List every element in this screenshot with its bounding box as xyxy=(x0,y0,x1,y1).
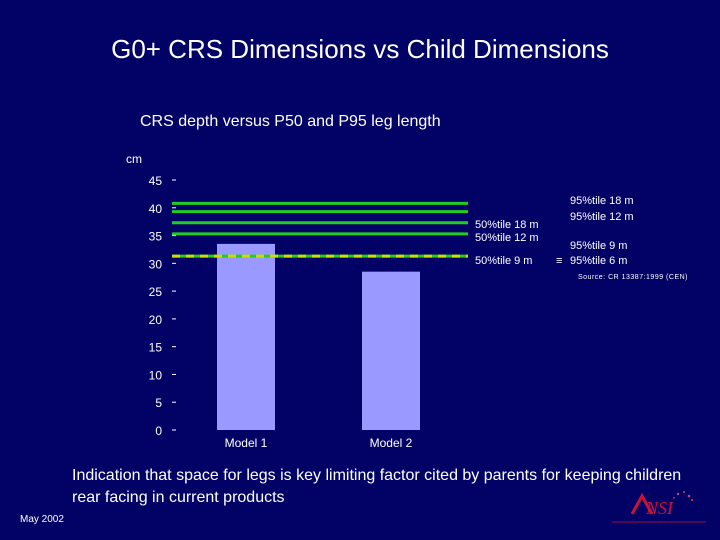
slide-title: G0+ CRS Dimensions vs Child Dimensions xyxy=(111,34,609,64)
y-tick-label: 25 xyxy=(149,285,163,299)
annotation-p95-9m: 95%tile 9 m xyxy=(570,240,628,252)
anec-logo: NSI xyxy=(612,491,706,523)
bar-model-1 xyxy=(217,243,275,430)
chart-source: Source: CR 13387:1999 (CEN) xyxy=(578,274,688,281)
y-tick-label: 35 xyxy=(149,230,163,244)
y-tick-label: 40 xyxy=(149,202,163,216)
annotation-p95-6m: 95%tile 6 m xyxy=(570,255,628,267)
y-tick-label: 0 xyxy=(155,424,162,438)
y-tick-label: 5 xyxy=(155,396,162,410)
svg-text:NSI: NSI xyxy=(645,498,674,518)
x-category-label: Model 1 xyxy=(225,436,268,450)
annotation-p95-18m: 95%tile 18 m xyxy=(570,195,634,207)
annotation-p50-18m: 50%tile 18 m xyxy=(475,219,539,231)
y-tick-label: 30 xyxy=(149,257,163,271)
annotation-p50-12m: 50%tile 12 m xyxy=(475,232,539,244)
y-tick-label: 10 xyxy=(149,368,163,382)
y-axis-unit: cm xyxy=(126,152,142,166)
slide-caption: Indication that space for legs is key li… xyxy=(72,467,682,506)
slide-date: May 2002 xyxy=(20,514,64,525)
chart-title: CRS depth versus P50 and P95 leg length xyxy=(140,113,441,130)
bar-model-2 xyxy=(362,271,420,430)
annotation-equivalence: ≡ xyxy=(556,255,563,267)
annotation-p95-12m: 95%tile 12 m xyxy=(570,211,634,223)
x-category-label: Model 2 xyxy=(370,436,413,450)
y-tick-label: 45 xyxy=(149,174,163,188)
annotation-p50-9m: 50%tile 9 m xyxy=(475,255,533,267)
y-tick-label: 15 xyxy=(149,341,163,355)
y-tick-label: 20 xyxy=(149,313,163,327)
